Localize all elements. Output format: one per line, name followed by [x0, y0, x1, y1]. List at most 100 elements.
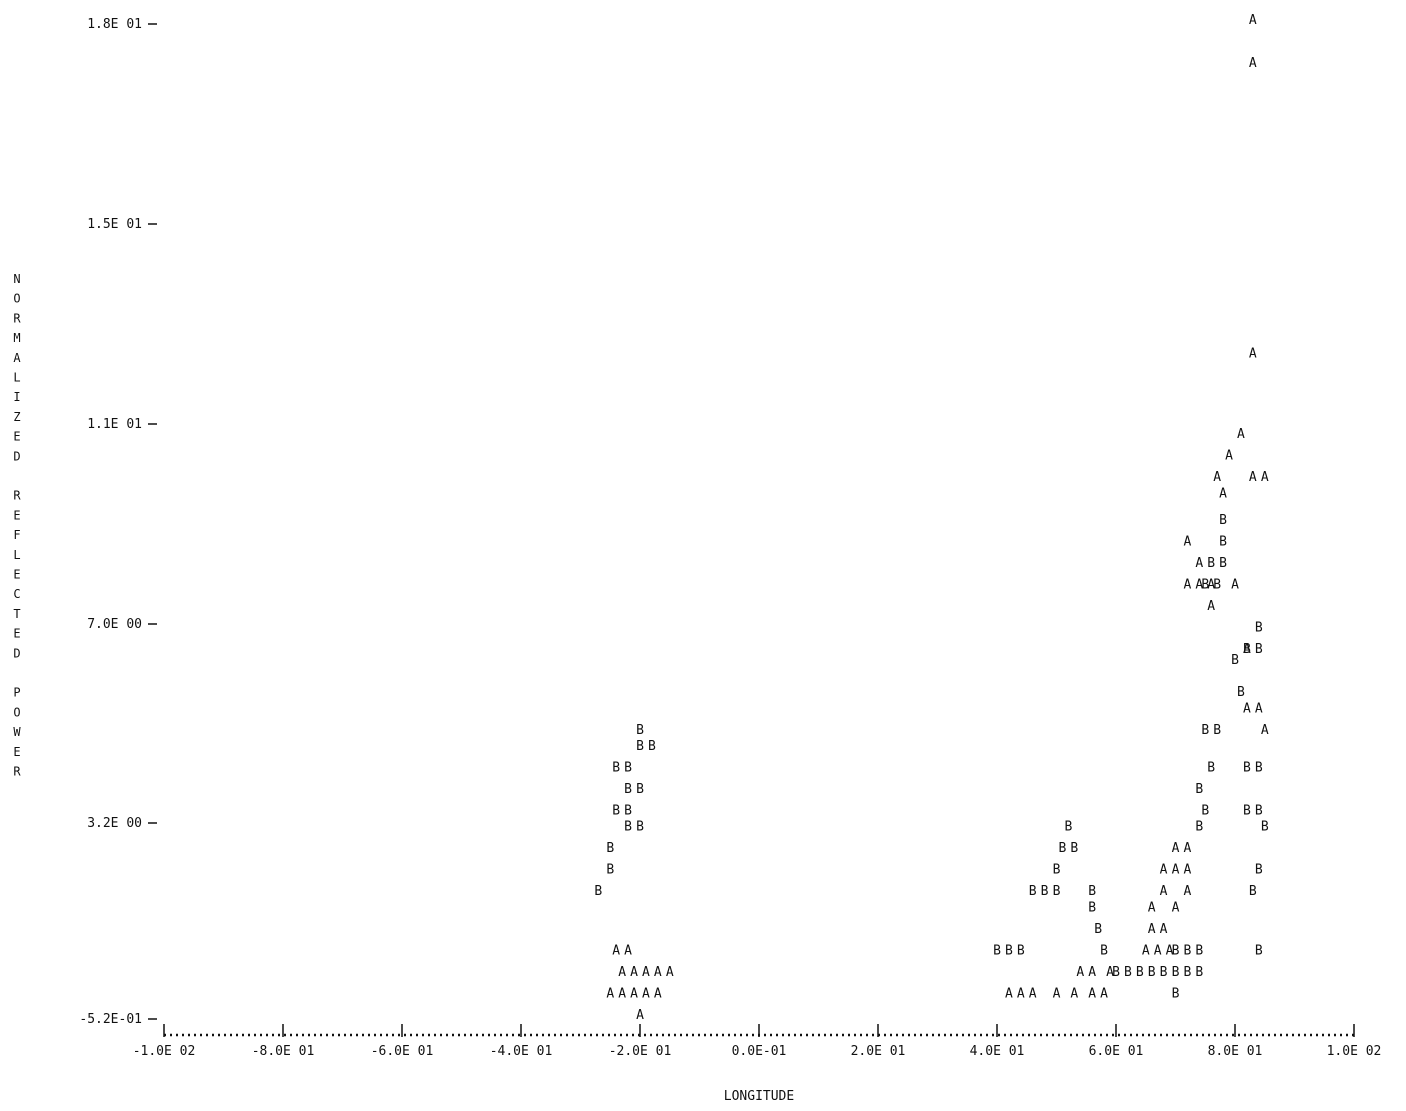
point-a: A — [1183, 884, 1191, 899]
y-axis-label-letter: Z — [13, 410, 20, 424]
point-b: B — [636, 782, 644, 797]
point-a: A — [642, 965, 650, 980]
point-a: A — [1160, 922, 1168, 937]
point-a: A — [618, 986, 626, 1001]
point-b: B — [1255, 863, 1263, 878]
point-a: A — [1142, 943, 1150, 958]
point-a: A — [1243, 642, 1251, 657]
y-tick-label: 3.2E 00 — [87, 816, 142, 831]
x-axis-title: LONGITUDE — [724, 1089, 794, 1104]
point-b: B — [1219, 556, 1227, 571]
point-b: B — [612, 804, 620, 819]
point-a: A — [1088, 965, 1096, 980]
point-a: A — [1070, 986, 1078, 1001]
point-a: A — [1261, 470, 1269, 485]
point-b: B — [606, 841, 614, 856]
point-b: B — [636, 739, 644, 754]
point-a: A — [642, 986, 650, 1001]
y-axis-label-letter: W — [13, 725, 21, 739]
point-b: B — [1195, 782, 1203, 797]
point-a: A — [1160, 863, 1168, 878]
y-axis-label-letter: R — [13, 489, 21, 503]
point-b: B — [1100, 943, 1108, 958]
y-axis-label-letter: R — [13, 311, 21, 325]
point-b: B — [1237, 685, 1245, 700]
point-b: B — [1029, 884, 1037, 899]
y-axis-label-letter: P — [13, 686, 20, 700]
y-axis-label-letter: I — [13, 390, 20, 404]
point-b: B — [636, 820, 644, 835]
x-tick-label: -6.0E 01 — [371, 1044, 434, 1059]
point-b: B — [1070, 841, 1078, 856]
point-a: A — [636, 1008, 644, 1023]
point-b: B — [1213, 723, 1221, 738]
point-b: B — [624, 804, 632, 819]
point-a: A — [1160, 884, 1168, 899]
y-axis-label-letter: D — [13, 646, 20, 660]
point-b: B — [1219, 535, 1227, 550]
point-a: A — [630, 986, 638, 1001]
point-b: B — [1255, 761, 1263, 776]
point-b: B — [1183, 965, 1191, 980]
y-tick-label: -5.2E-01 — [79, 1012, 142, 1027]
point-a: A — [654, 986, 662, 1001]
point-b: B — [1059, 841, 1067, 856]
x-tick-label: -2.0E 01 — [609, 1044, 672, 1059]
point-a: A — [1249, 470, 1257, 485]
y-tick-label: 1.1E 01 — [87, 417, 142, 432]
point-a: A — [1231, 578, 1239, 593]
point-a: A — [1154, 943, 1162, 958]
point-a: A — [1183, 535, 1191, 550]
y-axis-label-letter: R — [13, 765, 21, 779]
y-axis-label-letter: E — [13, 568, 20, 582]
point-b: B — [1231, 653, 1239, 668]
point-b: B — [1172, 965, 1180, 980]
x-tick-label: -8.0E 01 — [252, 1044, 315, 1059]
x-tick-label: -1.0E 02 — [133, 1044, 196, 1059]
point-a: A — [1183, 578, 1191, 593]
point-a: A — [1195, 578, 1203, 593]
y-axis-label-letter: C — [13, 587, 20, 601]
point-b: B — [1243, 642, 1251, 657]
point-b: B — [1053, 884, 1061, 899]
point-b: B — [606, 863, 614, 878]
y-axis: 1.8E 01 1.5E 01 1.1E 01 7.0E 00 3.2E 00 -5.2E… — [79, 17, 157, 1027]
point-b: B — [624, 761, 632, 776]
y-axis-label-letter: D — [13, 449, 20, 463]
point-b: B — [1219, 513, 1227, 528]
point-a: A — [1076, 965, 1084, 980]
point-b: B — [636, 723, 644, 738]
y-axis-label-letter: N — [13, 272, 20, 286]
point-a: A — [606, 986, 614, 1001]
point-b: B — [1041, 884, 1049, 899]
point-a: A — [1017, 986, 1025, 1001]
point-b: B — [1213, 578, 1221, 593]
point-b: B — [1195, 943, 1203, 958]
y-axis-label-letter: O — [13, 705, 20, 719]
x-tick-label: -4.0E 01 — [490, 1044, 553, 1059]
point-a: A — [1249, 346, 1257, 361]
point-a: A — [1249, 13, 1257, 28]
point-b: B — [1243, 761, 1251, 776]
point-a: A — [1213, 470, 1221, 485]
point-b: B — [1195, 965, 1203, 980]
y-tick-label: 7.0E 00 — [87, 617, 142, 632]
point-a: A — [1005, 986, 1013, 1001]
point-b: B — [1094, 922, 1102, 937]
y-tick-label: 1.8E 01 — [87, 17, 142, 32]
point-b: B — [1124, 965, 1132, 980]
point-a: A — [1237, 427, 1245, 442]
point-b: B — [1255, 621, 1263, 636]
point-a: A — [1261, 723, 1269, 738]
point-a: A — [1172, 841, 1180, 856]
point-b: B — [1172, 986, 1180, 1001]
point-b: B — [1195, 820, 1203, 835]
x-tick-label: 1.0E 02 — [1327, 1044, 1382, 1059]
point-b: B — [1243, 804, 1251, 819]
y-axis-label-letter: A — [13, 351, 21, 365]
point-a: A — [618, 965, 626, 980]
point-a: A — [1255, 701, 1263, 716]
point-b: B — [1064, 820, 1072, 835]
point-a: A — [1207, 599, 1215, 614]
